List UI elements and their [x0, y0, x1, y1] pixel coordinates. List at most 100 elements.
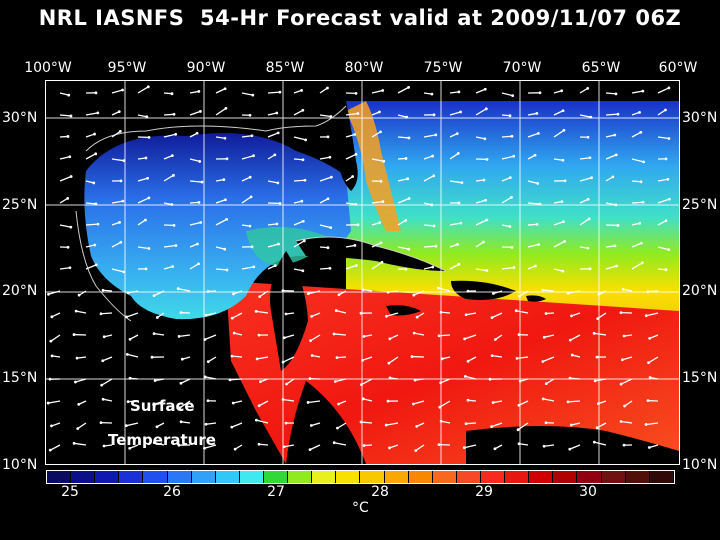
wind-arrow: [51, 422, 61, 427]
wind-arrow: [335, 378, 347, 383]
wind-arrow: [59, 156, 70, 160]
wind-arrow: [111, 158, 124, 162]
lon-label-65w: 65°W: [581, 60, 621, 76]
colorbar-swatch: [384, 471, 409, 483]
wind-arrow-head: [128, 337, 132, 341]
wind-arrow: [311, 422, 321, 427]
wind-arrow-head: [561, 158, 565, 162]
wind-arrow-head: [172, 173, 175, 177]
colorbar-swatch: [167, 471, 192, 483]
wind-arrow: [207, 356, 217, 363]
wind-arrow-head: [48, 377, 52, 381]
wind-arrow-head: [72, 333, 76, 336]
wind-arrow: [439, 400, 451, 408]
surface-label: Surface: [130, 397, 195, 415]
wind-arrow: [267, 112, 277, 116]
wind-arrow-head: [434, 244, 438, 248]
wind-arrow: [569, 334, 581, 341]
wind-arrow: [423, 266, 433, 270]
wind-arrow-head: [277, 242, 280, 246]
wind-arrow: [319, 198, 329, 204]
wind-arrow-head: [488, 377, 492, 381]
wind-arrow-head: [255, 357, 259, 361]
wind-arrow-head: [619, 420, 623, 423]
lon-label-100w: 100°W: [24, 60, 72, 76]
wind-arrow-head: [96, 111, 100, 115]
wind-arrow-head: [302, 239, 306, 243]
wind-arrow-head: [147, 196, 151, 200]
wind-arrow-head: [199, 221, 203, 224]
wind-arrow-head: [224, 198, 227, 202]
wind-arrow-head: [278, 90, 282, 94]
wind-arrow: [657, 198, 670, 204]
wind-arrow-head: [328, 266, 332, 270]
wind-arrow-head: [667, 137, 671, 140]
wind-arrow: [231, 422, 243, 428]
wind-arrow-head: [50, 315, 54, 319]
wind-arrow-head: [46, 401, 50, 405]
wind-arrow-head: [512, 154, 516, 158]
wind-arrow-head: [516, 428, 520, 432]
wind-arrow-head: [485, 269, 489, 272]
wind-arrow-head: [326, 135, 330, 139]
wind-arrow-head: [614, 203, 618, 207]
wind-arrow: [127, 400, 139, 403]
wind-arrow: [646, 422, 659, 426]
wind-arrow-head: [282, 336, 286, 340]
wind-arrow: [189, 180, 203, 183]
wind-arrow-head: [257, 404, 261, 408]
wind-arrow-head: [456, 242, 459, 246]
wind-arrow-head: [177, 443, 181, 447]
wind-arrow: [449, 263, 460, 270]
wind-arrow: [111, 268, 124, 273]
wind-arrow: [475, 108, 487, 116]
wind-arrow: [648, 356, 659, 364]
wind-arrow-head: [48, 448, 52, 452]
lat-label-30n-right: 30°N: [682, 110, 718, 126]
wind-arrow-head: [121, 199, 125, 203]
wind-arrow-head: [334, 309, 338, 312]
wind-arrow-head: [223, 87, 227, 91]
wind-arrow: [241, 155, 254, 160]
wind-arrow-head: [638, 110, 641, 114]
wind-arrow: [501, 155, 514, 160]
wind-arrow: [241, 176, 251, 182]
wind-arrow-head: [592, 331, 596, 335]
wind-arrow-head: [642, 160, 646, 164]
wind-arrow-head: [125, 352, 129, 356]
wind-arrow: [657, 246, 669, 251]
wind-arrow: [163, 265, 173, 270]
wind-arrow: [267, 243, 279, 248]
wind-arrow: [449, 111, 461, 116]
wind-arrow: [178, 288, 191, 292]
wind-arrow-head: [152, 441, 156, 444]
wind-arrow: [465, 375, 477, 380]
wind-arrow: [414, 332, 425, 336]
wind-arrow-head: [99, 421, 103, 425]
wind-arrow: [543, 444, 555, 447]
colorbar-swatch: [312, 471, 337, 483]
wind-arrow-head: [170, 203, 174, 206]
lat-label-30n-left: 30°N: [2, 110, 38, 126]
wind-arrow: [154, 332, 165, 336]
wind-arrow-head: [646, 290, 650, 294]
wind-arrow: [501, 92, 513, 97]
wind-arrow-head: [199, 110, 202, 113]
wind-arrow-head: [566, 400, 570, 404]
wind-arrow: [397, 219, 407, 226]
wind-arrow-head: [94, 91, 98, 95]
wind-arrow: [423, 175, 435, 182]
wind-arrow-head: [437, 443, 441, 447]
wind-arrow-head: [93, 243, 97, 247]
wind-arrow: [293, 136, 306, 141]
wind-arrow: [111, 241, 122, 248]
wind-arrow-head: [568, 376, 572, 380]
wind-arrow: [527, 243, 539, 248]
wind-arrow: [102, 356, 113, 362]
wind-arrow: [85, 223, 99, 226]
wind-arrow: [501, 266, 514, 270]
wind-arrow: [397, 136, 410, 139]
wind-arrow: [527, 180, 538, 185]
wind-arrow: [464, 444, 477, 449]
wind-arrow-head: [122, 159, 126, 163]
